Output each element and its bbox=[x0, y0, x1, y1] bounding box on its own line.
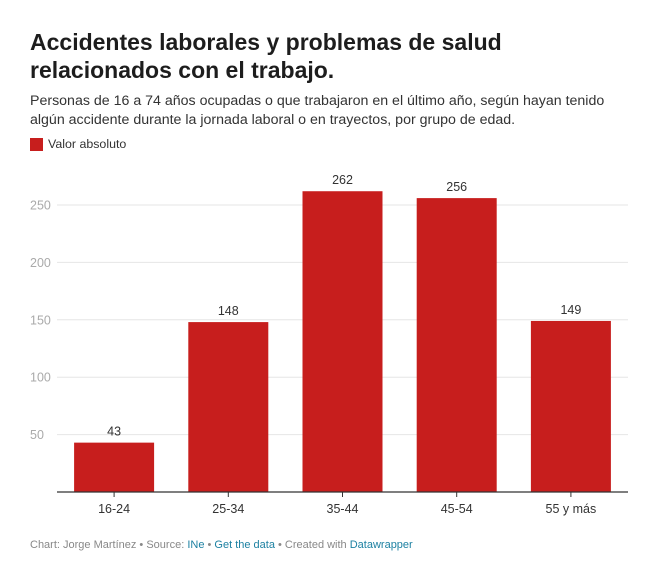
bar bbox=[302, 191, 383, 492]
data-label: 149 bbox=[560, 303, 581, 317]
x-tick-label: 35-44 bbox=[327, 502, 359, 516]
data-label: 148 bbox=[218, 304, 239, 318]
footer-source-prefix: Source: bbox=[146, 539, 188, 551]
footer-datawrapper-link[interactable]: Datawrapper bbox=[349, 539, 413, 551]
y-tick-label: 250 bbox=[30, 199, 51, 213]
y-tick-label: 100 bbox=[30, 371, 51, 385]
bar bbox=[74, 442, 155, 492]
footer-separator: • bbox=[136, 539, 147, 551]
bar bbox=[188, 322, 269, 492]
chart-title: Accidentes laborales y problemas de salu… bbox=[30, 29, 502, 83]
footer-separator: • bbox=[204, 539, 215, 551]
chart-subtitle: Personas de 16 a 74 años ocupadas o que … bbox=[30, 93, 605, 128]
data-label: 43 bbox=[107, 425, 121, 439]
legend-label: Valor absoluto bbox=[48, 137, 127, 151]
x-tick-label: 45-54 bbox=[441, 502, 473, 516]
footer-get-data-link[interactable]: Get the data bbox=[214, 539, 275, 551]
footer-created-with: Created with bbox=[284, 539, 350, 551]
footer: Chart: Jorge Martínez • Source: INe • Ge… bbox=[30, 539, 413, 551]
footer-chart-by: Chart: Jorge Martínez bbox=[30, 539, 137, 551]
x-tick-label: 25-34 bbox=[212, 502, 244, 516]
bar bbox=[416, 198, 497, 492]
x-tick-label: 16-24 bbox=[98, 502, 130, 516]
footer-separator: • bbox=[274, 539, 285, 551]
y-tick-label: 50 bbox=[30, 428, 44, 442]
footer-source-link[interactable]: INe bbox=[187, 539, 205, 551]
legend-swatch bbox=[30, 137, 43, 151]
y-tick-label: 150 bbox=[30, 313, 51, 327]
legend: Valor absoluto bbox=[30, 137, 126, 151]
x-tick-label: 55 y más bbox=[546, 502, 597, 516]
data-label: 262 bbox=[332, 173, 353, 187]
data-label: 256 bbox=[446, 180, 467, 194]
y-tick-label: 200 bbox=[30, 256, 51, 270]
bar bbox=[530, 320, 611, 492]
